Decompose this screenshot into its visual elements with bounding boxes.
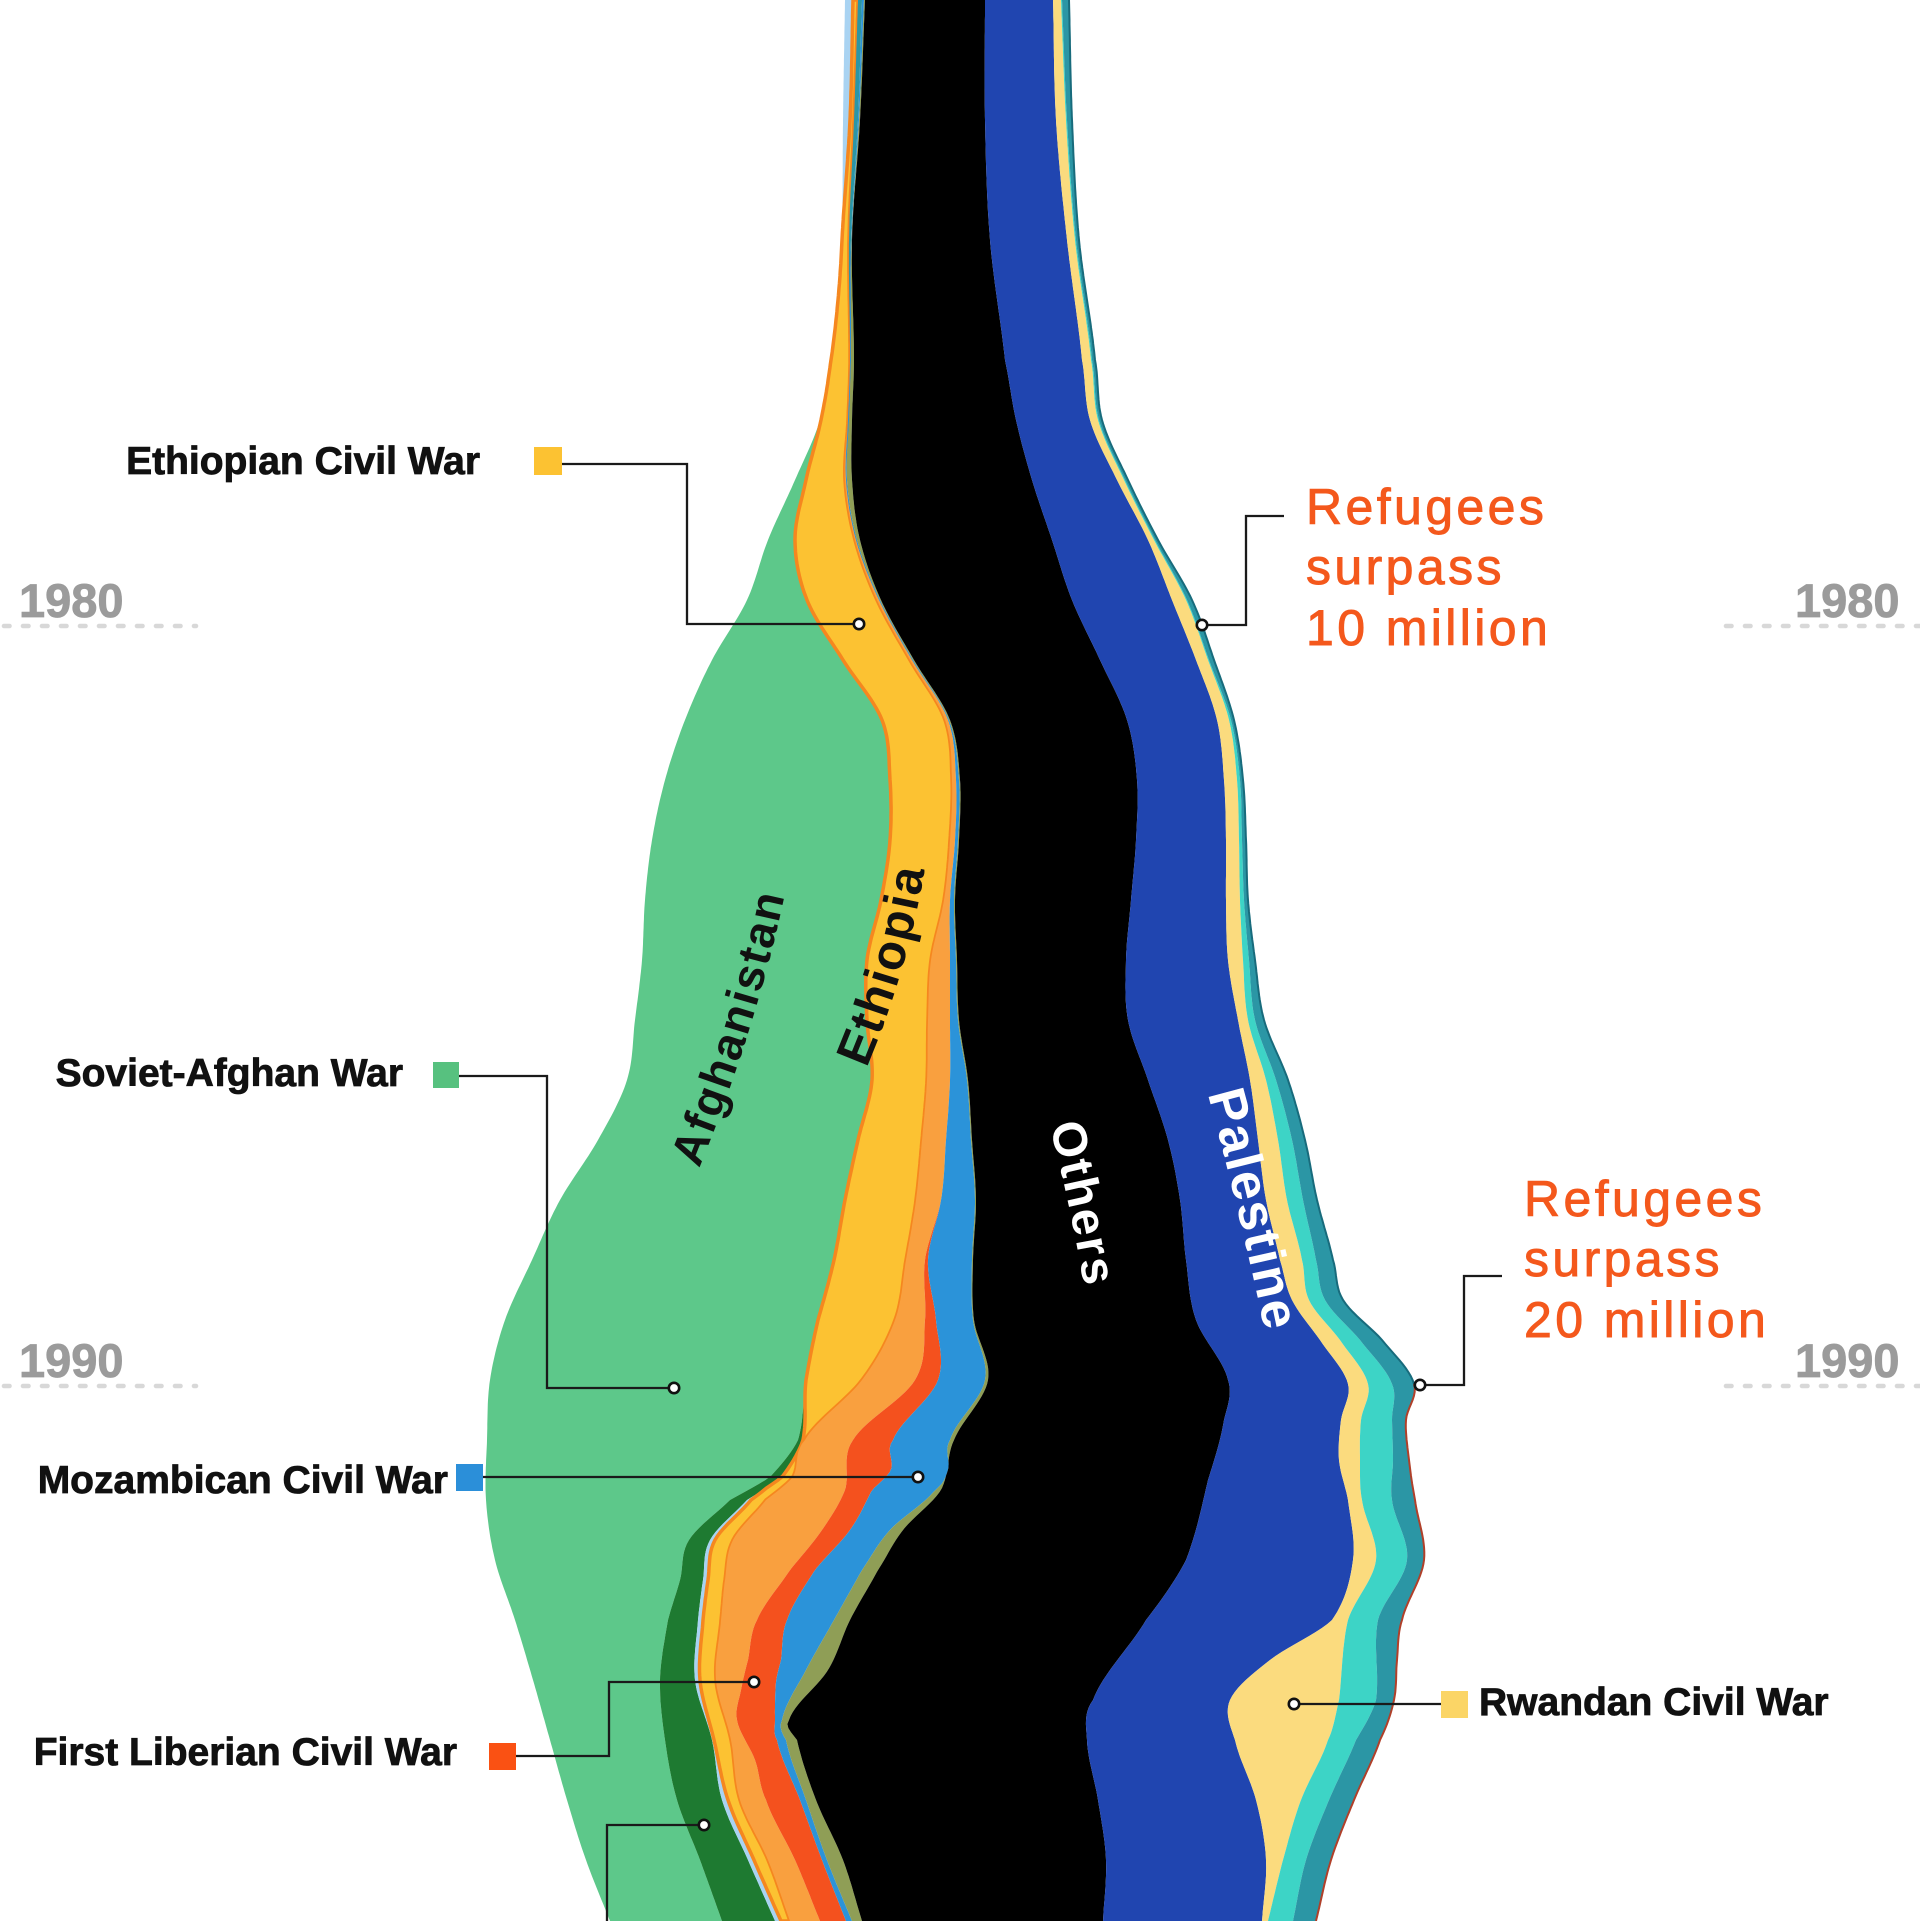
svg-text:1980: 1980	[1795, 574, 1900, 627]
svg-text:Rwandan Civil War: Rwandan Civil War	[1479, 1681, 1829, 1724]
svg-text:10 million: 10 million	[1306, 600, 1551, 656]
svg-text:1990: 1990	[19, 1334, 124, 1387]
svg-text:Ethiopian Civil War: Ethiopian Civil War	[126, 440, 480, 483]
svg-text:Soviet-Afghan War: Soviet-Afghan War	[56, 1052, 403, 1095]
svg-text:surpass: surpass	[1524, 1231, 1723, 1287]
svg-text:Mozambican Civil War: Mozambican Civil War	[38, 1459, 448, 1502]
svg-text:First Liberian Civil War: First Liberian Civil War	[34, 1731, 457, 1774]
svg-text:Refugees: Refugees	[1524, 1171, 1765, 1227]
svg-text:20 million: 20 million	[1524, 1292, 1769, 1348]
svg-text:surpass: surpass	[1306, 539, 1505, 595]
svg-text:Refugees: Refugees	[1306, 479, 1547, 535]
svg-text:1990: 1990	[1795, 1334, 1900, 1387]
svg-text:1980: 1980	[19, 574, 124, 627]
